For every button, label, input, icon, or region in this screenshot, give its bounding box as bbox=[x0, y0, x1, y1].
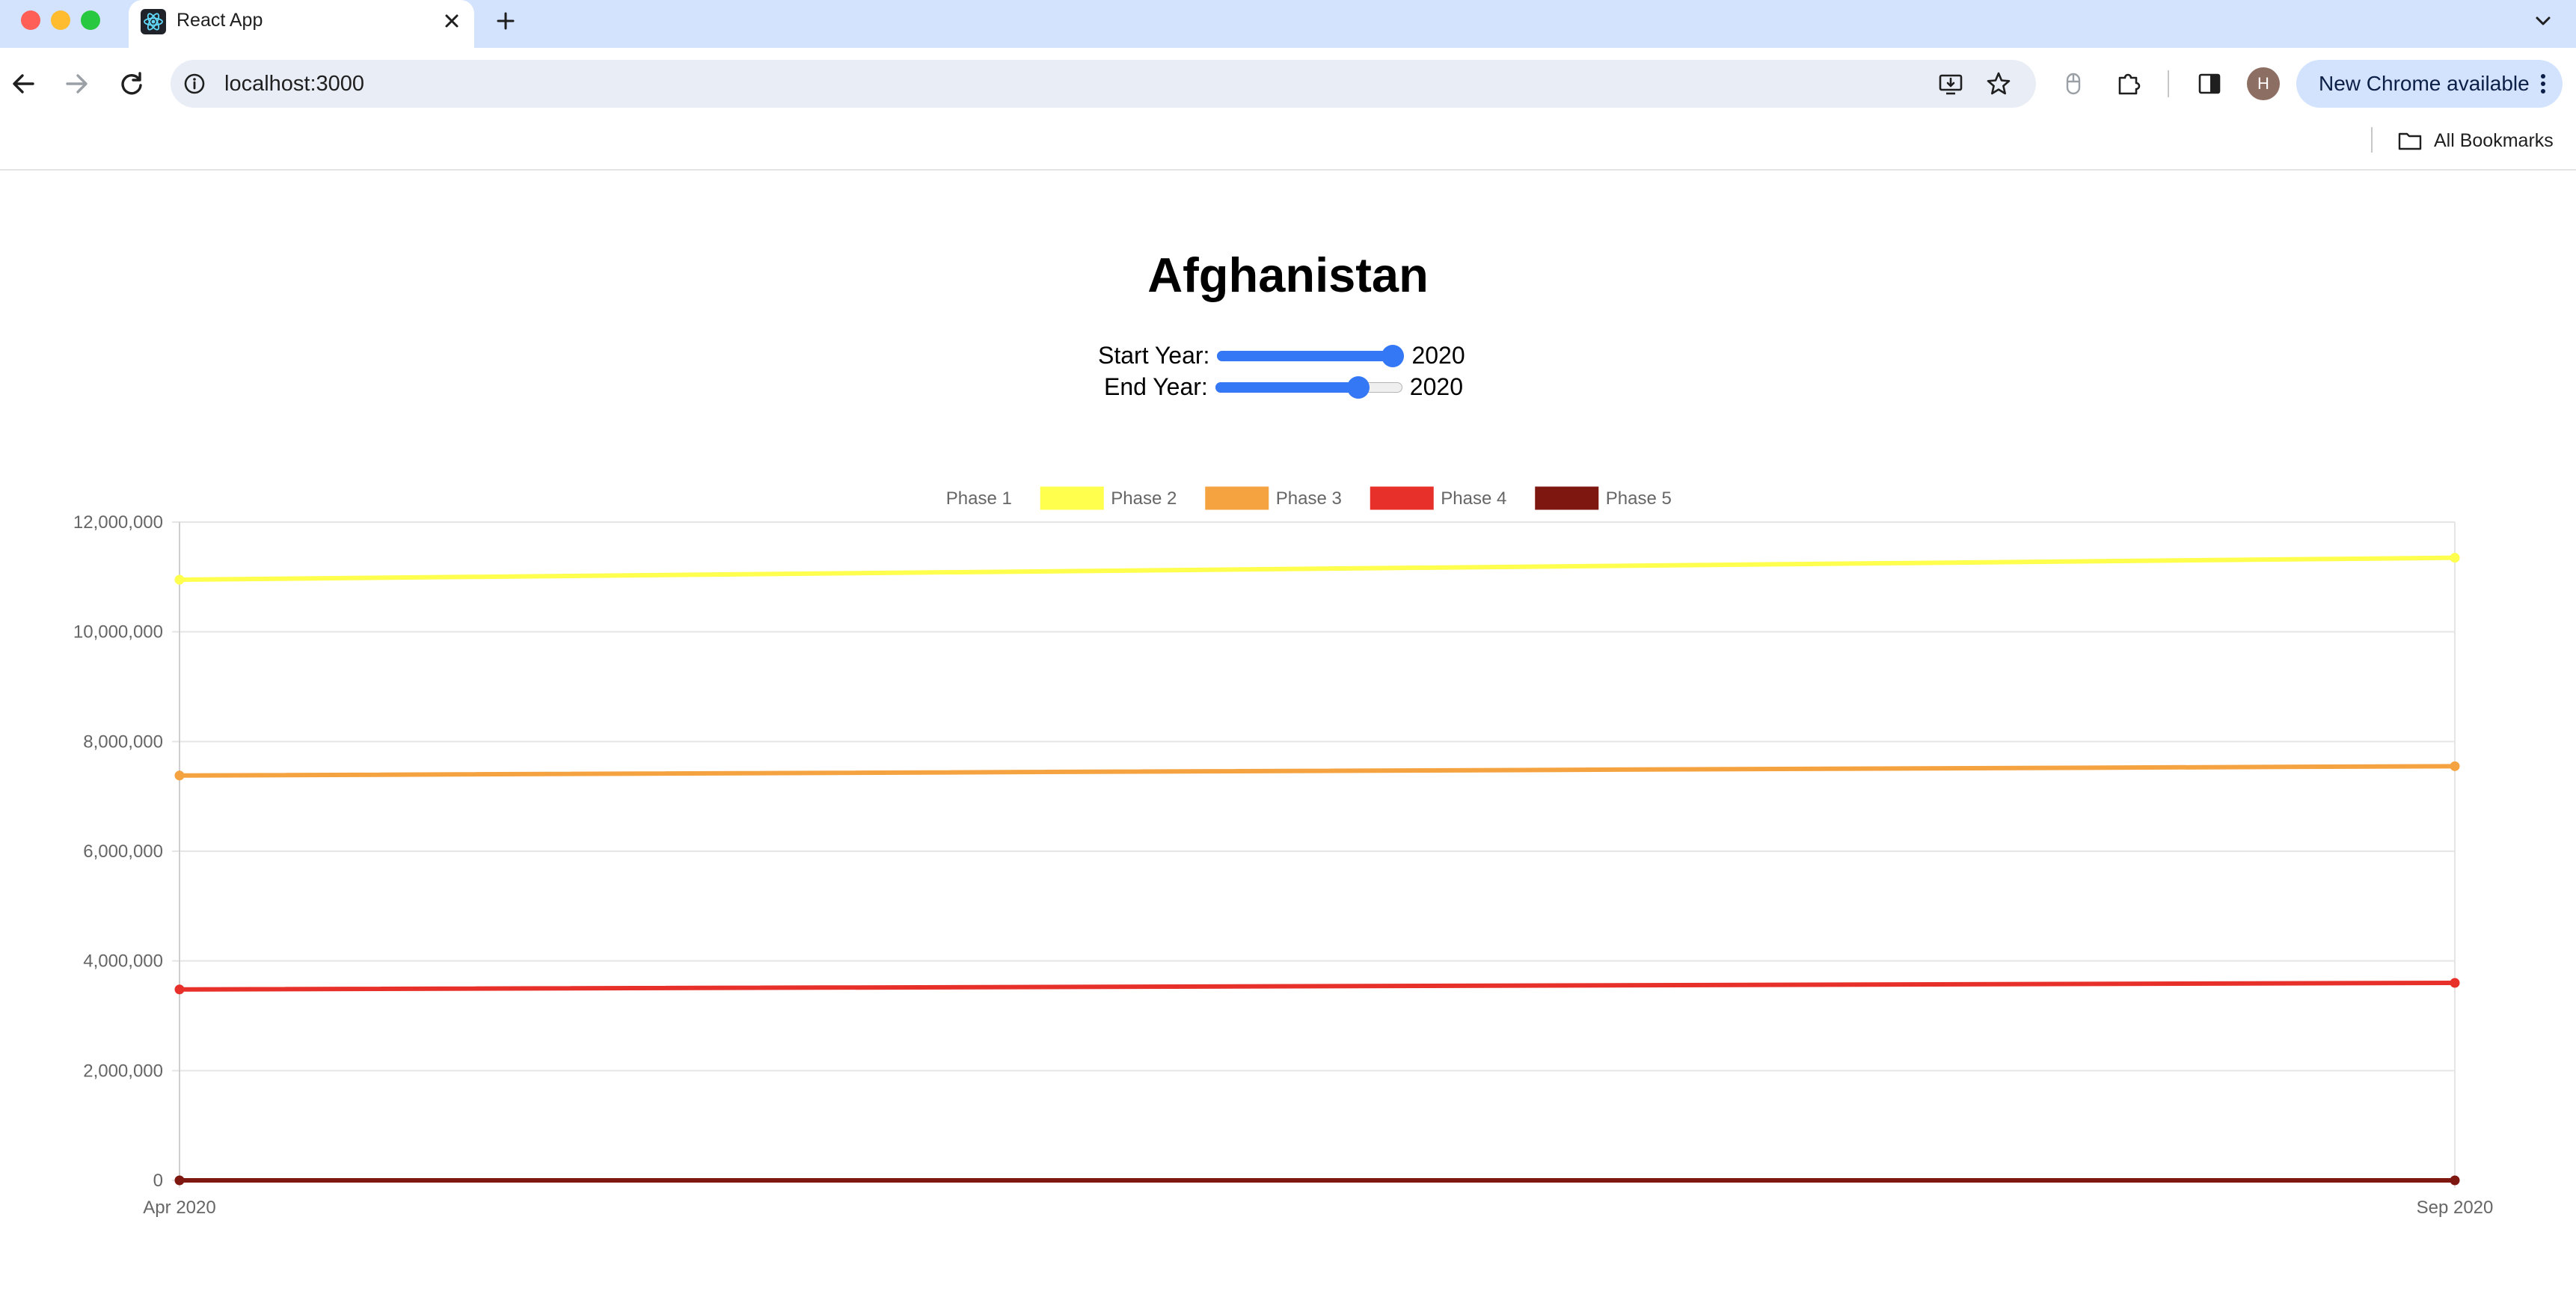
browser-tab[interactable]: React App bbox=[129, 0, 474, 48]
start-year-label: Start Year: bbox=[1098, 341, 1210, 369]
slider-thumb[interactable] bbox=[1346, 376, 1370, 399]
reload-icon[interactable] bbox=[111, 63, 153, 105]
bookmark-star-icon[interactable] bbox=[1985, 70, 2012, 97]
data-point bbox=[2450, 761, 2460, 771]
y-tick-label: 8,000,000 bbox=[83, 732, 163, 752]
legend-swatch bbox=[1370, 486, 1434, 510]
data-point bbox=[174, 574, 185, 585]
series-line bbox=[177, 764, 2457, 778]
start-year-value: 2020 bbox=[1411, 341, 1465, 369]
y-tick-label: 12,000,000 bbox=[73, 512, 163, 533]
start-year-control: Start Year: 2020 bbox=[1098, 338, 1465, 373]
folder-icon[interactable] bbox=[2396, 127, 2423, 154]
y-tick-label: 6,000,000 bbox=[83, 842, 163, 862]
data-point bbox=[174, 984, 185, 995]
y-tick-label: 4,000,000 bbox=[83, 951, 163, 972]
line-chart: 0 2,000,000 4,000,000 6,000,000 8,000,000 10,… bbox=[73, 486, 2494, 1218]
all-bookmarks-link[interactable]: All Bookmarks bbox=[2434, 130, 2554, 151]
extensions-puzzle-icon[interactable] bbox=[2114, 69, 2144, 99]
series-line bbox=[177, 981, 2457, 992]
legend-item-label: Phase 4 bbox=[1441, 488, 1506, 509]
slider-fill bbox=[1215, 382, 1358, 393]
y-tick-label: 0 bbox=[153, 1171, 163, 1191]
site-info-icon[interactable] bbox=[183, 72, 206, 96]
data-point bbox=[174, 770, 185, 781]
data-point bbox=[2450, 1175, 2460, 1186]
series-line bbox=[177, 555, 2457, 582]
plus-icon[interactable] bbox=[489, 4, 522, 37]
start-year-slider[interactable] bbox=[1214, 339, 1407, 372]
legend-item-label: Phase 5 bbox=[1606, 488, 1672, 509]
forward-arrow-icon[interactable] bbox=[55, 63, 97, 105]
legend-swatch bbox=[1205, 486, 1269, 510]
page-title: Afghanistan bbox=[1147, 248, 1429, 302]
bookmarks-bar: All Bookmarks bbox=[0, 120, 2576, 171]
y-tick-label: 10,000,000 bbox=[73, 622, 163, 643]
update-chrome-label: New Chrome available bbox=[2319, 72, 2530, 95]
data-point bbox=[174, 1175, 185, 1186]
data-point bbox=[2450, 978, 2460, 988]
end-year-control: End Year: 2020 bbox=[1104, 370, 1463, 404]
bookmarks-divider bbox=[2371, 127, 2373, 153]
avatar[interactable]: H bbox=[2247, 67, 2280, 100]
update-chrome-button[interactable]: New Chrome available bbox=[2296, 60, 2563, 108]
data-point bbox=[2450, 553, 2460, 563]
tab-strip: React App bbox=[0, 0, 2576, 48]
page-content: Afghanistan Start Year: 2020 End Year: 2… bbox=[0, 171, 2576, 1312]
legend-item-label: Phase 1 bbox=[946, 488, 1012, 509]
browser-toolbar: localhost:3000 H New Chrome available bbox=[0, 48, 2576, 120]
install-app-icon[interactable] bbox=[1937, 70, 1964, 97]
end-year-slider[interactable] bbox=[1212, 370, 1405, 403]
slider-thumb[interactable] bbox=[1381, 345, 1405, 367]
url-text[interactable]: localhost:3000 bbox=[224, 72, 365, 96]
toolbar-divider bbox=[2168, 70, 2169, 97]
back-arrow-icon[interactable] bbox=[3, 63, 45, 105]
more-vert-icon[interactable] bbox=[2534, 70, 2552, 97]
tab-title: React App bbox=[177, 10, 263, 31]
end-year-value: 2020 bbox=[1409, 373, 1463, 400]
close-icon[interactable] bbox=[438, 7, 465, 34]
minimize-window-button[interactable] bbox=[51, 10, 70, 30]
legend-item-label: Phase 3 bbox=[1276, 488, 1342, 509]
address-bar[interactable]: localhost:3000 bbox=[171, 60, 2036, 108]
end-year-label: End Year: bbox=[1104, 373, 1208, 400]
chevron-down-icon[interactable] bbox=[2527, 4, 2560, 37]
legend-swatch bbox=[1040, 486, 1104, 510]
x-tick-label: Sep 2020 bbox=[2417, 1198, 2494, 1218]
legend-swatch bbox=[875, 487, 939, 509]
side-panel-icon[interactable] bbox=[2195, 69, 2224, 99]
legend-swatch bbox=[1535, 486, 1599, 510]
x-tick-label: Apr 2020 bbox=[143, 1198, 215, 1218]
slider-fill bbox=[1217, 351, 1393, 361]
legend-item-label: Phase 2 bbox=[1111, 488, 1177, 509]
extension-mouse-icon[interactable] bbox=[2058, 69, 2088, 99]
maximize-window-button[interactable] bbox=[81, 10, 100, 30]
tab-favicon-react-icon bbox=[141, 9, 166, 34]
close-window-button[interactable] bbox=[21, 10, 40, 30]
y-tick-label: 2,000,000 bbox=[83, 1061, 163, 1081]
